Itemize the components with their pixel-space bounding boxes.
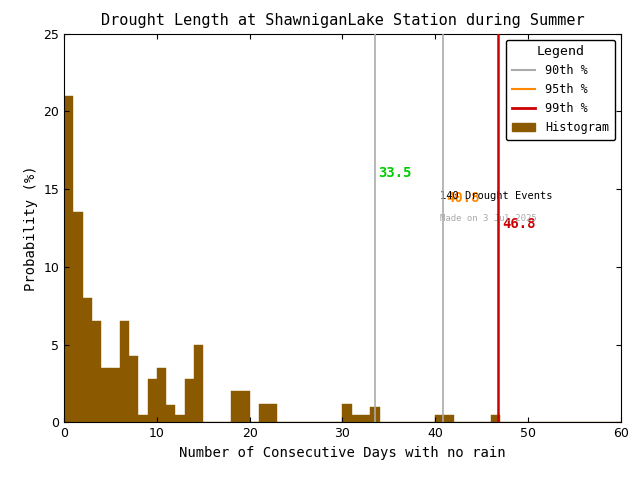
Bar [138,415,148,422]
Bar [166,405,175,422]
Y-axis label: Probability (%): Probability (%) [24,165,38,291]
Bar [491,415,500,422]
Bar [435,415,444,422]
Bar [129,356,138,422]
Bar [64,96,73,422]
Text: 40.8: 40.8 [446,191,480,204]
Bar [73,213,83,422]
Bar [101,368,111,422]
Bar [120,321,129,422]
Title: Drought Length at ShawniganLake Station during Summer: Drought Length at ShawniganLake Station … [100,13,584,28]
Bar [231,391,241,422]
Bar [111,368,120,422]
Bar [444,415,454,422]
Bar [342,404,352,422]
Bar [268,404,277,422]
Bar [259,404,268,422]
Bar [184,379,194,422]
Bar [83,298,92,422]
Bar [194,345,204,422]
Bar [175,415,184,422]
Bar [361,415,370,422]
Bar [147,379,157,422]
Text: 46.8: 46.8 [502,217,536,231]
Bar [241,391,250,422]
Bar [92,321,101,422]
Bar [352,415,361,422]
Text: Made on 3 Jul 2025: Made on 3 Jul 2025 [440,215,536,223]
Bar [157,368,166,422]
Text: 140 Drought Events: 140 Drought Events [440,191,552,201]
Text: 33.5: 33.5 [379,166,412,180]
Bar [370,407,380,422]
X-axis label: Number of Consecutive Days with no rain: Number of Consecutive Days with no rain [179,446,506,460]
Legend: 90th %, 95th %, 99th %, Histogram: 90th %, 95th %, 99th %, Histogram [506,39,615,140]
